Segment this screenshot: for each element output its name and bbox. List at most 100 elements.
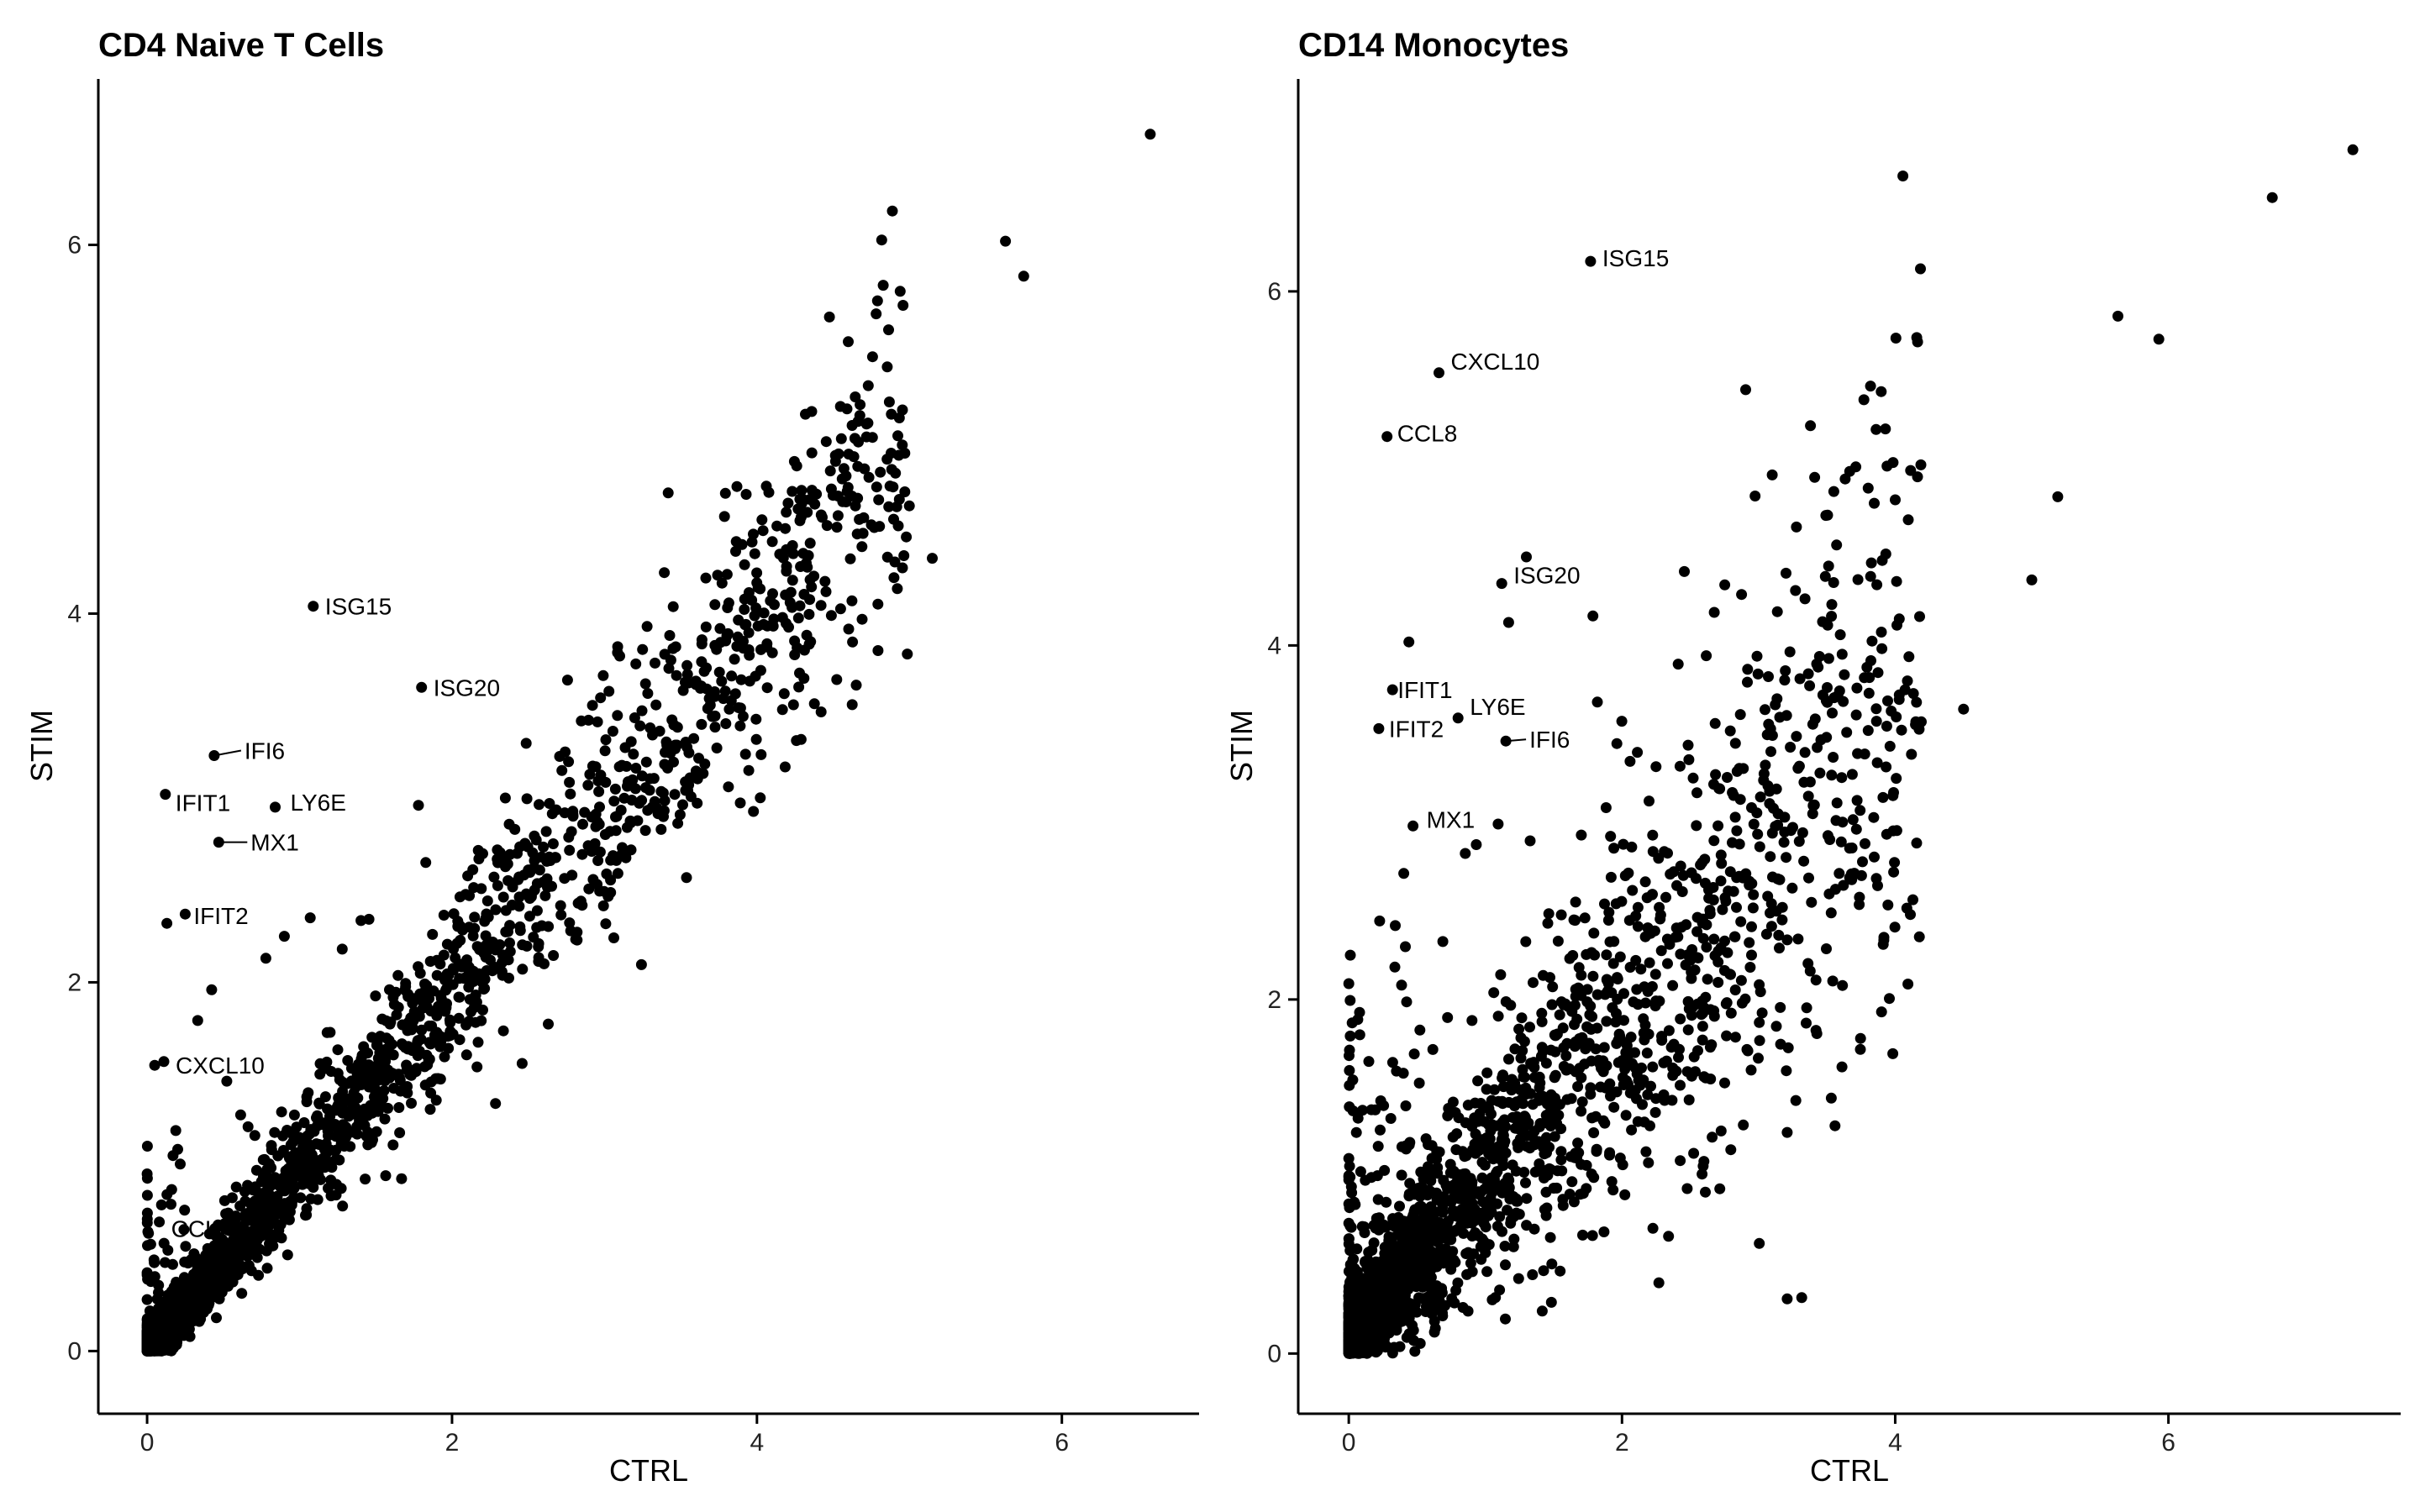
data-point xyxy=(1687,772,1699,784)
data-point xyxy=(1887,1047,1899,1059)
data-point xyxy=(670,743,681,754)
data-point xyxy=(1729,931,1741,942)
data-point xyxy=(1543,908,1555,920)
data-point xyxy=(325,1174,337,1186)
data-point xyxy=(1841,727,1853,738)
data-point xyxy=(1822,509,1833,521)
data-point xyxy=(453,1012,465,1024)
data-point xyxy=(1542,917,1554,929)
data-point xyxy=(1544,1231,1556,1243)
data-point xyxy=(793,681,805,693)
data-point xyxy=(607,726,618,737)
data-point xyxy=(1705,1074,1717,1084)
data-point xyxy=(1354,1006,1365,1018)
data-point xyxy=(1911,332,1923,344)
data-point xyxy=(1902,675,1913,687)
data-point xyxy=(681,872,692,884)
data-point xyxy=(729,654,740,665)
data-point xyxy=(480,930,492,942)
data-point xyxy=(1736,997,1748,1009)
data-point xyxy=(1799,593,1811,605)
data-point xyxy=(841,403,853,415)
data-point xyxy=(629,783,641,795)
data-point xyxy=(211,1240,222,1252)
data-point xyxy=(886,205,898,217)
data-point xyxy=(766,536,778,548)
data-point xyxy=(1914,611,1925,622)
data-point xyxy=(1508,1210,1520,1222)
data-point xyxy=(564,844,576,856)
data-point xyxy=(850,391,861,402)
data-point xyxy=(1870,703,1882,715)
data-point xyxy=(1760,928,1772,940)
data-point xyxy=(227,1235,239,1247)
data-point xyxy=(388,1083,400,1094)
data-point xyxy=(476,1015,487,1026)
data-point xyxy=(744,649,755,661)
data-point xyxy=(1744,962,1756,973)
data-point xyxy=(301,1209,313,1221)
data-point xyxy=(1507,1241,1519,1252)
data-point xyxy=(543,1018,554,1030)
data-point xyxy=(1766,730,1778,741)
data-point xyxy=(1607,1184,1619,1196)
data-point xyxy=(639,678,651,690)
data-point xyxy=(610,825,622,837)
data-point xyxy=(1663,1231,1675,1242)
data-point xyxy=(629,712,640,723)
data-point xyxy=(341,1094,353,1105)
data-point xyxy=(639,825,651,837)
data-point xyxy=(871,481,882,493)
data-point xyxy=(196,1256,208,1268)
data-point xyxy=(1902,979,1914,990)
data-point xyxy=(497,1025,509,1037)
data-point xyxy=(1773,929,1785,941)
data-point xyxy=(1557,1022,1569,1034)
data-point xyxy=(453,991,465,1003)
data-point xyxy=(1448,1165,1460,1177)
data-point xyxy=(1689,964,1701,976)
data-point xyxy=(1639,876,1651,888)
data-point xyxy=(1666,1095,1678,1106)
data-point xyxy=(148,1254,160,1266)
data-point xyxy=(1854,891,1865,903)
data-point xyxy=(300,1158,311,1169)
data-point xyxy=(847,636,859,648)
data-point xyxy=(1831,797,1843,809)
data-point xyxy=(307,1168,318,1180)
data-point xyxy=(336,943,348,955)
data-point xyxy=(758,607,770,619)
points-layer xyxy=(1343,144,2359,1359)
data-point xyxy=(594,885,606,897)
data-point xyxy=(420,857,432,869)
data-point xyxy=(794,667,805,679)
data-point xyxy=(249,1130,260,1142)
data-point xyxy=(537,876,549,888)
data-point xyxy=(834,603,846,615)
data-point xyxy=(1881,721,1892,732)
data-point xyxy=(313,1119,324,1131)
data-point xyxy=(641,621,653,633)
data-point xyxy=(1500,1259,1511,1271)
data-point xyxy=(794,515,806,527)
data-point xyxy=(743,627,755,638)
data-point xyxy=(312,1194,324,1205)
data-point xyxy=(1555,1265,1566,1277)
data-point xyxy=(1573,962,1585,974)
data-point xyxy=(781,617,792,629)
data-point xyxy=(1549,1069,1561,1081)
data-point xyxy=(276,1232,287,1244)
data-point xyxy=(1808,799,1820,811)
data-point xyxy=(287,1181,299,1193)
data-point xyxy=(1907,894,1918,906)
data-point xyxy=(664,630,676,641)
data-point xyxy=(1425,1175,1437,1187)
data-point xyxy=(538,841,550,853)
data-point xyxy=(414,968,426,979)
data-point xyxy=(815,600,827,612)
data-point xyxy=(1527,1269,1539,1280)
data-point xyxy=(1776,914,1788,926)
data-point xyxy=(468,882,480,894)
data-point xyxy=(1645,1080,1656,1092)
data-point xyxy=(639,782,651,794)
